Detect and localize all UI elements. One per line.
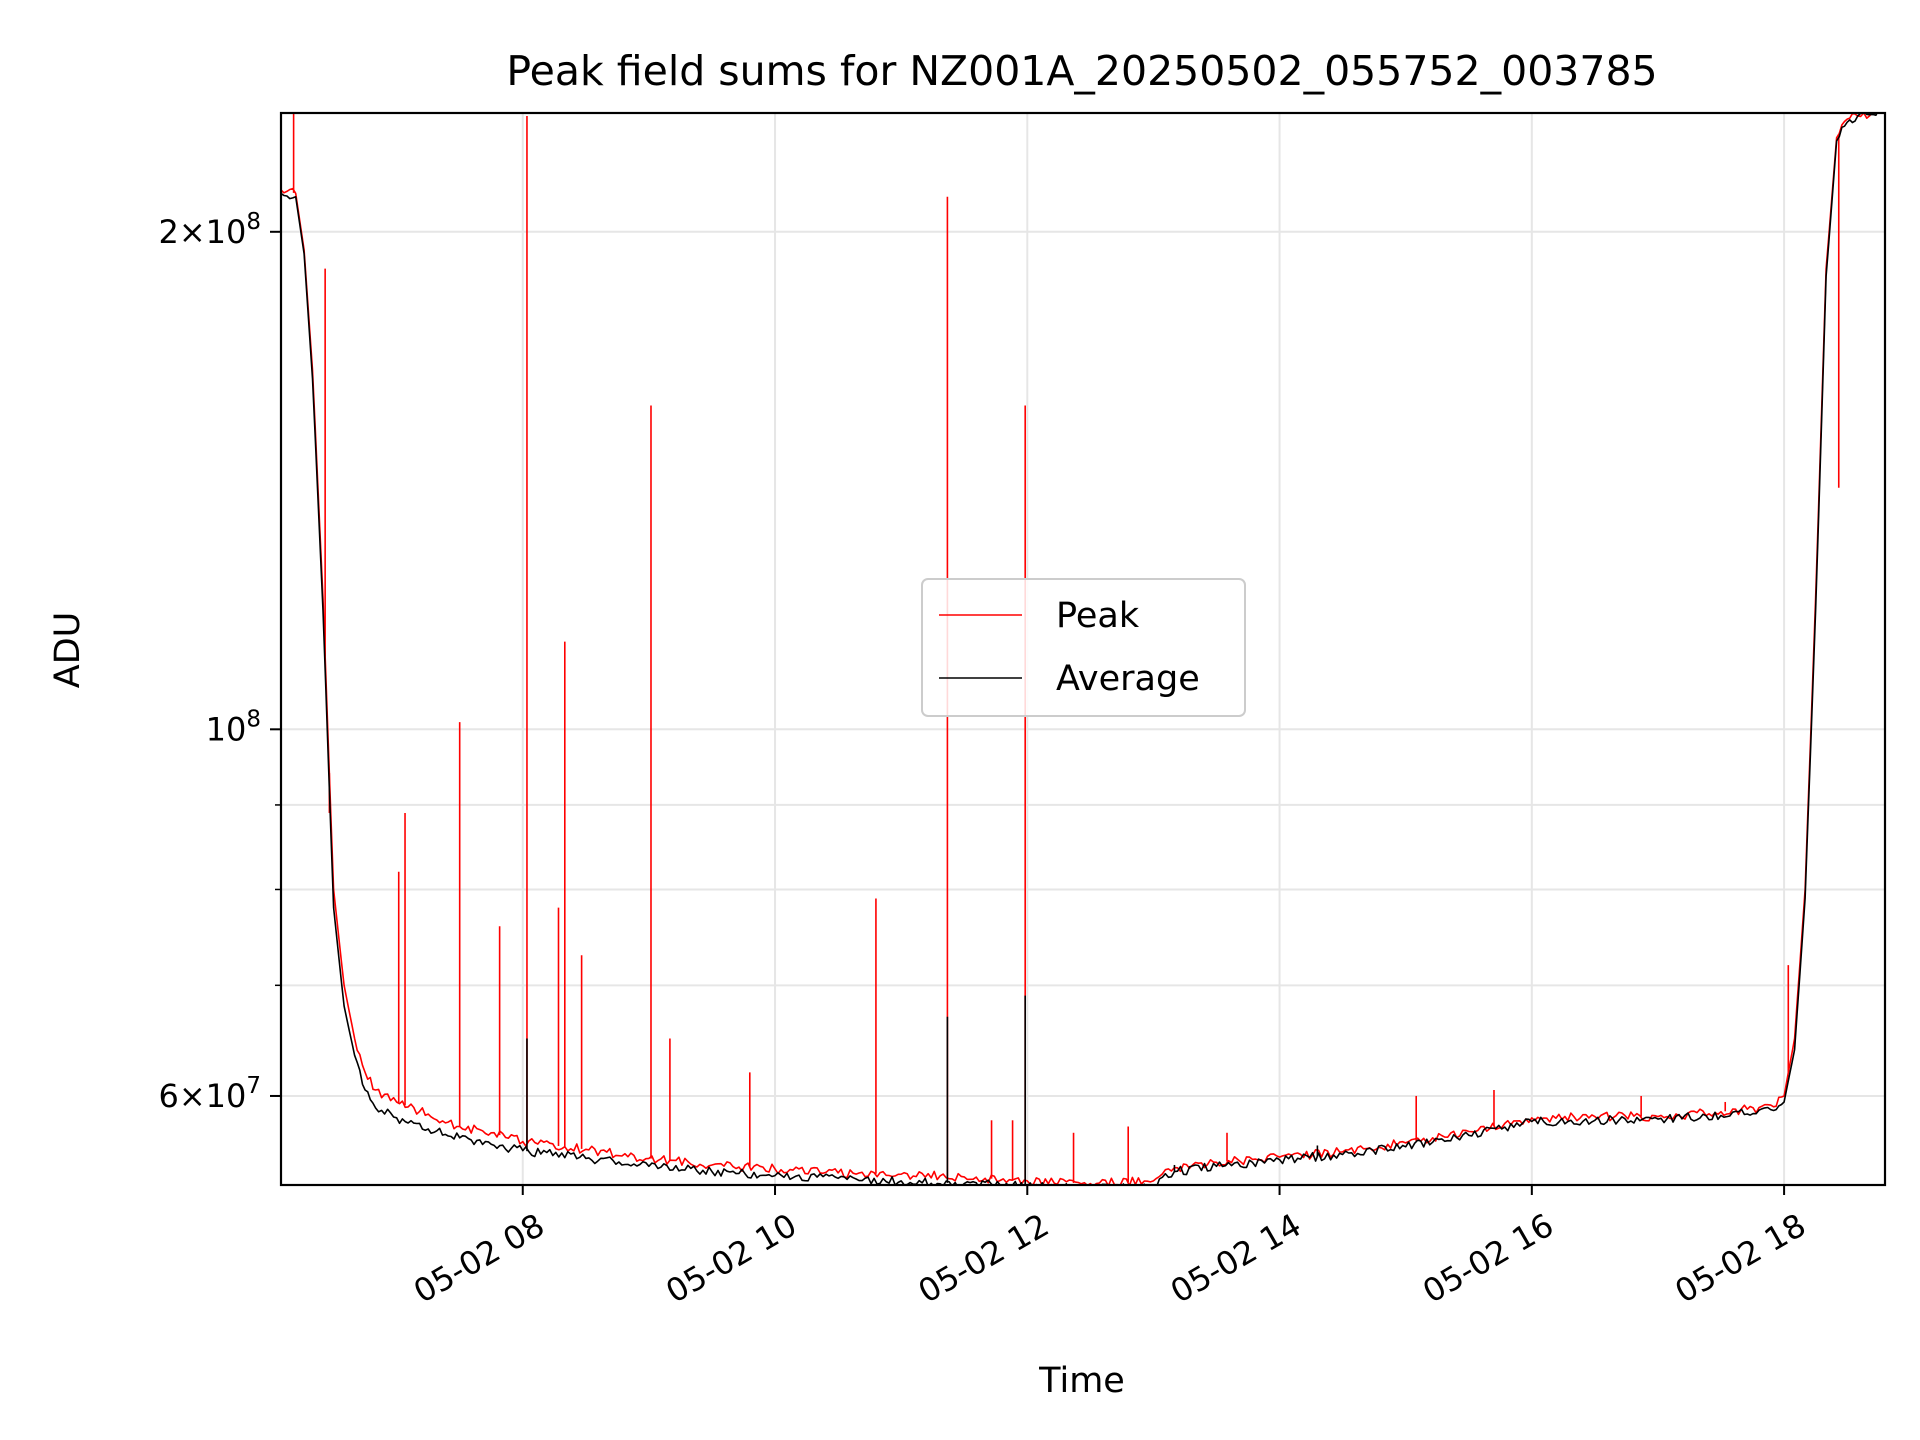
- y-tick-label: 6×107: [158, 1073, 261, 1115]
- y-tick-label: 108: [206, 706, 261, 748]
- series-average: [281, 113, 1885, 1185]
- series-line-peak: [281, 113, 1885, 1185]
- chart-title: Peak field sums for NZ001A_20250502_0557…: [506, 47, 1657, 95]
- y-tick-label: 2×108: [158, 209, 261, 251]
- x-axis-title: Time: [1038, 1361, 1125, 1401]
- legend-box: [921, 578, 1246, 717]
- series-peak: [281, 113, 1885, 1185]
- plot-frame: [279, 111, 1887, 1187]
- grid: [281, 113, 1885, 1185]
- plot-area: [281, 113, 1885, 1185]
- series-line-average: [281, 113, 1885, 1185]
- y-axis: 2×108 108 6×107: [158, 209, 281, 1115]
- y-axis-title: ADU: [48, 612, 88, 689]
- legend: Peak Average: [921, 578, 1246, 717]
- legend-label-average: Average: [1056, 659, 1200, 699]
- legend-label-peak: Peak: [1056, 596, 1140, 636]
